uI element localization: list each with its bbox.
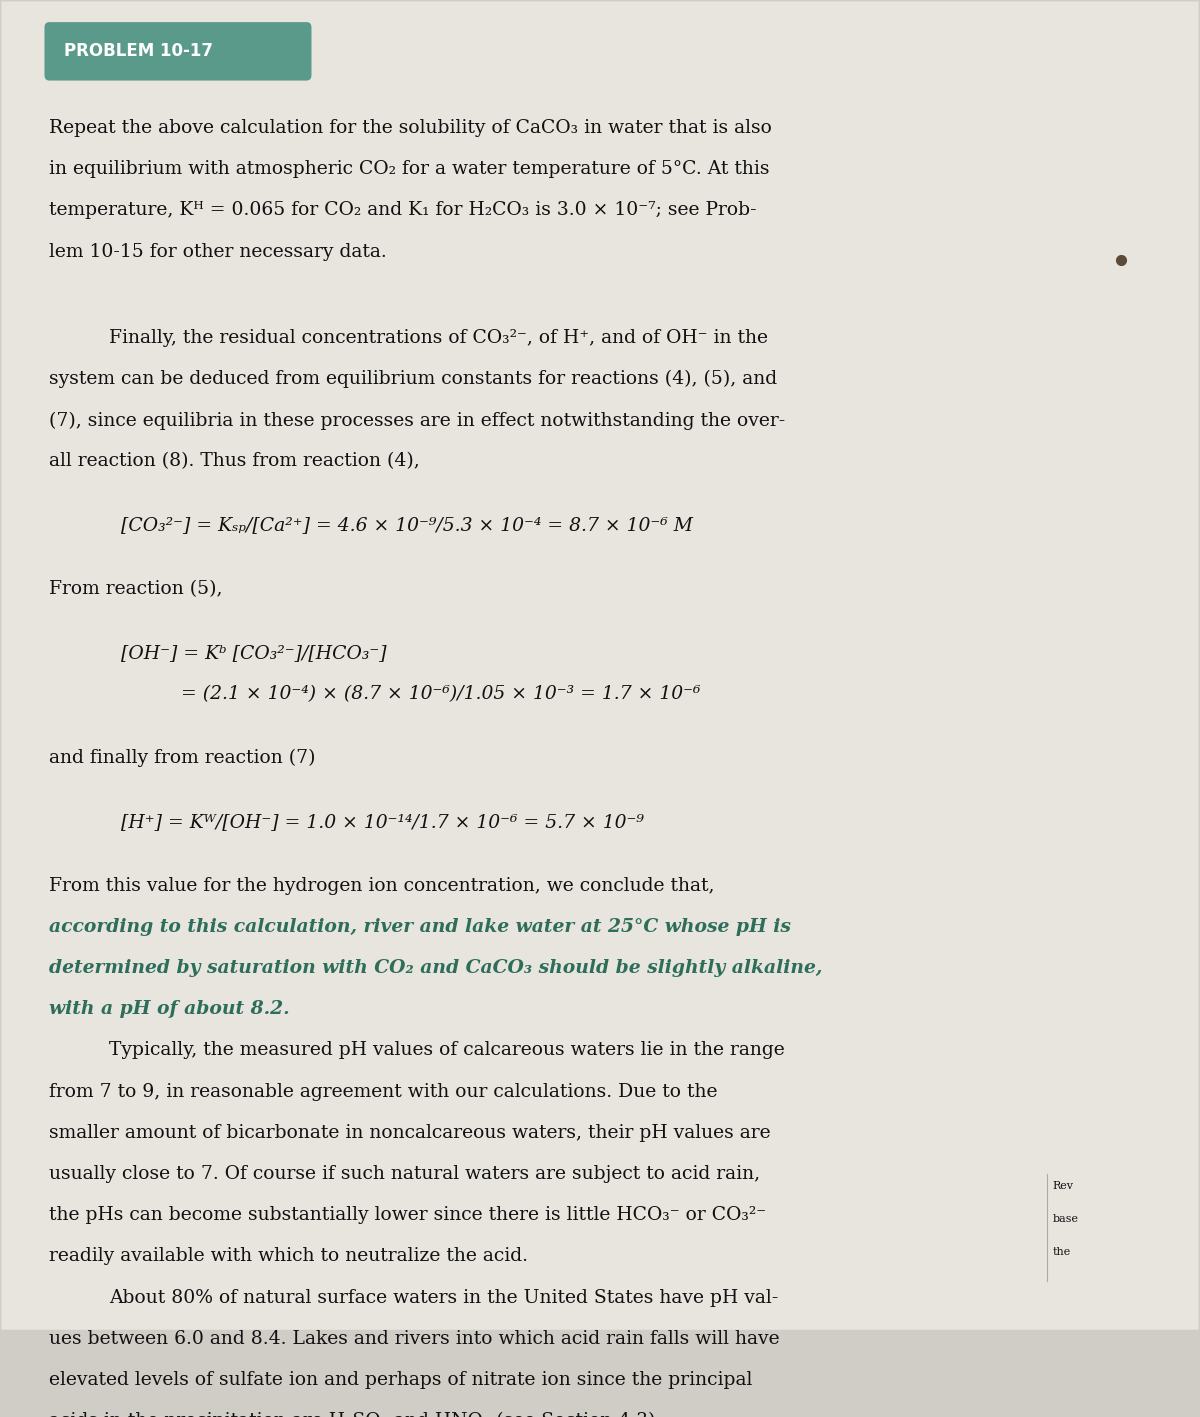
FancyBboxPatch shape [1, 1, 1199, 1329]
Text: (7), since equilibria in these processes are in effect notwithstanding the over-: (7), since equilibria in these processes… [49, 411, 786, 429]
Text: PROBLEM 10-17: PROBLEM 10-17 [64, 43, 212, 61]
Text: Finally, the residual concentrations of CO₃²⁻, of H⁺, and of OH⁻ in the: Finally, the residual concentrations of … [109, 329, 768, 347]
Text: [CO₃²⁻] = Kₛₚ/[Ca²⁺] = 4.6 × 10⁻⁹/5.3 × 10⁻⁴ = 8.7 × 10⁻⁶ M: [CO₃²⁻] = Kₛₚ/[Ca²⁺] = 4.6 × 10⁻⁹/5.3 × … [121, 516, 694, 534]
Text: lem 10-15 for other necessary data.: lem 10-15 for other necessary data. [49, 242, 388, 261]
Text: system can be deduced from equilibrium constants for reactions (4), (5), and: system can be deduced from equilibrium c… [49, 370, 778, 388]
Text: Rev: Rev [1052, 1180, 1074, 1192]
Text: all reaction (8). Thus from reaction (4),: all reaction (8). Thus from reaction (4)… [49, 452, 420, 470]
Text: the pHs can become substantially lower since there is little HCO₃⁻ or CO₃²⁻: the pHs can become substantially lower s… [49, 1206, 767, 1224]
Text: [H⁺] = Kᵂ/[OH⁻] = 1.0 × 10⁻¹⁴/1.7 × 10⁻⁶ = 5.7 × 10⁻⁹: [H⁺] = Kᵂ/[OH⁻] = 1.0 × 10⁻¹⁴/1.7 × 10⁻⁶… [121, 813, 644, 830]
FancyBboxPatch shape [44, 23, 312, 81]
Text: usually close to 7. Of course if such natural waters are subject to acid rain,: usually close to 7. Of course if such na… [49, 1165, 761, 1183]
Text: the: the [1052, 1247, 1070, 1257]
Text: elevated levels of sulfate ion and perhaps of nitrate ion since the principal: elevated levels of sulfate ion and perha… [49, 1370, 752, 1389]
Text: smaller amount of bicarbonate in noncalcareous waters, their pH values are: smaller amount of bicarbonate in noncalc… [49, 1124, 770, 1142]
Text: From this value for the hydrogen ion concentration, we conclude that,: From this value for the hydrogen ion con… [49, 877, 715, 894]
Text: in equilibrium with atmospheric CO₂ for a water temperature of 5°C. At this: in equilibrium with atmospheric CO₂ for … [49, 160, 769, 179]
Text: with a pH of about 8.2.: with a pH of about 8.2. [49, 1000, 290, 1019]
Text: Repeat the above calculation for the solubility of CaCO₃ in water that is also: Repeat the above calculation for the sol… [49, 119, 772, 137]
Text: readily available with which to neutralize the acid.: readily available with which to neutrali… [49, 1247, 528, 1265]
Text: according to this calculation, river and lake water at 25°C whose pH is: according to this calculation, river and… [49, 918, 791, 935]
Text: base: base [1052, 1214, 1079, 1224]
Text: acids in the precipitation are H₂SO₄ and HNO₃ (see Section 4.3).: acids in the precipitation are H₂SO₄ and… [49, 1413, 661, 1417]
Text: About 80% of natural surface waters in the United States have pH val-: About 80% of natural surface waters in t… [109, 1288, 779, 1306]
Text: [OH⁻] = Kᵇ [CO₃²⁻]/[HCO₃⁻]: [OH⁻] = Kᵇ [CO₃²⁻]/[HCO₃⁻] [121, 645, 386, 662]
Text: temperature, Kᴴ = 0.065 for CO₂ and K₁ for H₂CO₃ is 3.0 × 10⁻⁷; see Prob-: temperature, Kᴴ = 0.065 for CO₂ and K₁ f… [49, 201, 757, 220]
Text: Typically, the measured pH values of calcareous waters lie in the range: Typically, the measured pH values of cal… [109, 1041, 785, 1060]
Text: From reaction (5),: From reaction (5), [49, 580, 223, 598]
Text: and finally from reaction (7): and finally from reaction (7) [49, 750, 316, 768]
Text: ues between 6.0 and 8.4. Lakes and rivers into which acid rain falls will have: ues between 6.0 and 8.4. Lakes and river… [49, 1329, 780, 1348]
Text: determined by saturation with CO₂ and CaCO₃ should be slightly alkaline,: determined by saturation with CO₂ and Ca… [49, 959, 823, 978]
Text: = (2.1 × 10⁻⁴) × (8.7 × 10⁻⁶)/1.05 × 10⁻³ = 1.7 × 10⁻⁶: = (2.1 × 10⁻⁴) × (8.7 × 10⁻⁶)/1.05 × 10⁻… [181, 686, 701, 703]
Text: from 7 to 9, in reasonable agreement with our calculations. Due to the: from 7 to 9, in reasonable agreement wit… [49, 1083, 718, 1101]
